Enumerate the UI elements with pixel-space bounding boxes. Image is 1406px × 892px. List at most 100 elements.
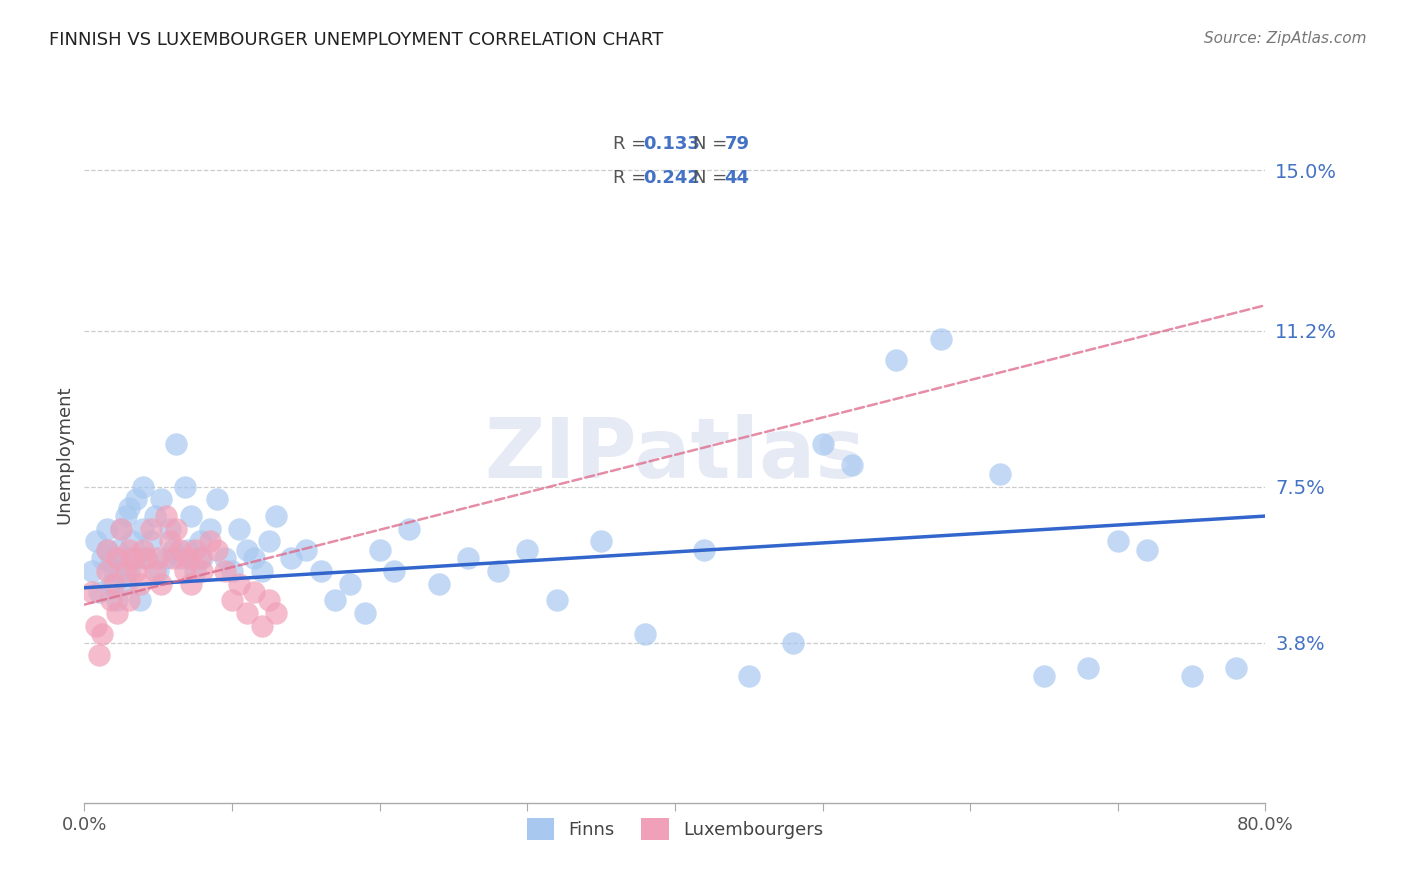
Point: [139, 522, 162, 536]
Point: [295, 542, 318, 557]
Text: 79: 79: [724, 136, 749, 153]
Point: [165, 522, 187, 536]
Point: [214, 551, 236, 566]
Point: [214, 564, 236, 578]
Point: [87, 585, 111, 599]
Text: ZIPatlas: ZIPatlas: [485, 415, 865, 495]
Point: [1077, 661, 1099, 675]
Point: [96, 542, 118, 557]
Point: [221, 593, 243, 607]
Text: N =: N =: [693, 136, 734, 153]
Point: [1107, 534, 1129, 549]
Point: [257, 593, 280, 607]
Point: [110, 522, 132, 536]
Point: [80, 564, 103, 578]
Point: [103, 576, 125, 591]
Text: N =: N =: [693, 169, 734, 186]
Point: [266, 606, 288, 620]
Point: [634, 627, 657, 641]
Point: [125, 551, 148, 566]
Text: 0.133: 0.133: [644, 136, 700, 153]
Point: [159, 522, 181, 536]
Point: [129, 576, 152, 591]
Point: [105, 593, 128, 607]
Point: [228, 522, 250, 536]
Point: [169, 551, 191, 566]
Point: [80, 585, 103, 599]
Point: [139, 534, 162, 549]
Point: [96, 564, 118, 578]
Point: [91, 627, 114, 641]
Point: [427, 576, 450, 591]
Point: [243, 585, 266, 599]
Text: Source: ZipAtlas.com: Source: ZipAtlas.com: [1204, 31, 1367, 46]
Point: [143, 564, 166, 578]
Point: [457, 551, 479, 566]
Point: [184, 564, 207, 578]
Point: [135, 551, 157, 566]
Point: [121, 534, 143, 549]
Y-axis label: Unemployment: Unemployment: [55, 385, 73, 524]
Point: [236, 542, 259, 557]
Point: [105, 606, 128, 620]
Point: [105, 542, 128, 557]
Point: [110, 522, 132, 536]
Point: [132, 542, 155, 557]
Point: [198, 534, 221, 549]
Point: [150, 492, 173, 507]
Point: [180, 576, 202, 591]
Point: [250, 564, 273, 578]
Point: [738, 669, 761, 683]
Point: [1136, 542, 1159, 557]
Point: [1033, 669, 1056, 683]
Point: [173, 564, 195, 578]
Legend: Finns, Luxembourgers: Finns, Luxembourgers: [517, 809, 832, 849]
Point: [177, 542, 200, 557]
Point: [159, 534, 181, 549]
Point: [207, 492, 229, 507]
Point: [1225, 661, 1247, 675]
Point: [988, 467, 1011, 481]
Point: [114, 576, 136, 591]
Point: [236, 606, 259, 620]
Point: [96, 522, 118, 536]
Point: [257, 534, 280, 549]
Point: [118, 593, 141, 607]
Point: [110, 551, 132, 566]
Point: [782, 635, 804, 649]
Text: FINNISH VS LUXEMBOURGER UNEMPLOYMENT CORRELATION CHART: FINNISH VS LUXEMBOURGER UNEMPLOYMENT COR…: [49, 31, 664, 49]
Point: [150, 576, 173, 591]
Point: [155, 509, 177, 524]
Point: [103, 564, 125, 578]
Point: [886, 353, 908, 368]
Point: [325, 593, 347, 607]
Point: [180, 509, 202, 524]
Point: [516, 542, 538, 557]
Point: [188, 551, 211, 566]
Point: [486, 564, 509, 578]
Point: [114, 564, 136, 578]
Text: R =: R =: [613, 136, 652, 153]
Point: [368, 542, 391, 557]
Point: [929, 332, 952, 346]
Text: 0.242: 0.242: [644, 169, 700, 186]
Point: [191, 564, 214, 578]
Point: [125, 564, 148, 578]
Point: [228, 576, 250, 591]
Point: [546, 593, 568, 607]
Point: [100, 556, 122, 570]
Point: [118, 542, 141, 557]
Point: [155, 551, 177, 566]
Point: [118, 564, 141, 578]
Point: [84, 534, 107, 549]
Point: [354, 606, 377, 620]
Point: [184, 542, 207, 557]
Point: [693, 542, 716, 557]
Point: [221, 564, 243, 578]
Point: [280, 551, 302, 566]
Point: [191, 551, 214, 566]
Point: [91, 551, 114, 566]
Point: [129, 593, 152, 607]
Point: [143, 509, 166, 524]
Point: [250, 618, 273, 632]
